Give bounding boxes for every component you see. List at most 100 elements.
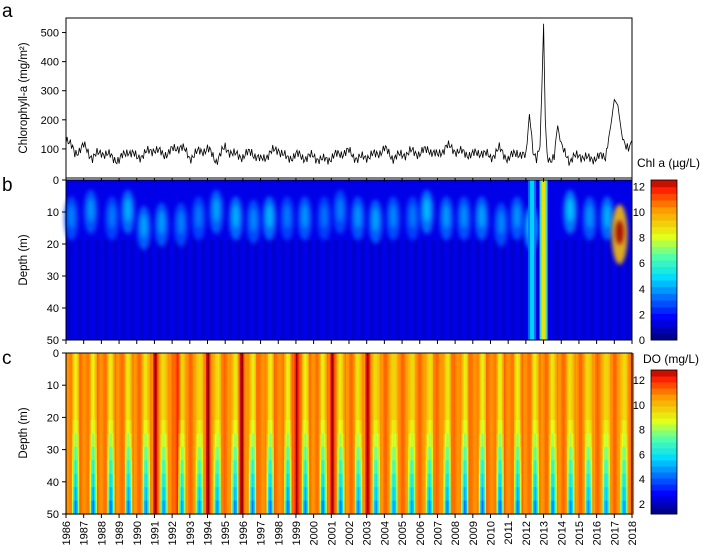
do-cell (632, 366, 635, 381)
do-cell (111, 446, 114, 461)
do-cell (406, 366, 409, 381)
do-cell (525, 393, 528, 408)
do-cell (281, 366, 284, 381)
do-cell (497, 446, 500, 461)
do-cell (275, 446, 278, 461)
do-cell (570, 473, 573, 488)
do-cell (402, 353, 405, 368)
do-cell (337, 406, 340, 421)
do-cell (452, 487, 455, 502)
do-cell (110, 366, 113, 381)
do-cell (421, 473, 424, 488)
do-cell (396, 366, 399, 381)
do-cell (108, 366, 111, 381)
do-cell (346, 500, 349, 515)
do-cell (530, 500, 533, 515)
do-cell (446, 393, 449, 408)
do-cell (257, 353, 260, 368)
do-cell (120, 406, 123, 421)
do-cell (98, 420, 101, 435)
panel-b-low-stripe (342, 240, 347, 340)
do-cell (480, 393, 483, 408)
do-cell (584, 446, 587, 461)
do-cell (160, 487, 163, 502)
do-cell (537, 487, 540, 502)
do-cell (73, 379, 76, 394)
do-cell (248, 487, 251, 502)
do-cell (550, 460, 554, 475)
do-cell (542, 406, 545, 421)
do-cell (546, 433, 549, 448)
x-tick-label: 1995 (220, 521, 232, 545)
do-cell (623, 473, 626, 488)
do-cell (294, 379, 297, 394)
do-cell (96, 446, 100, 461)
do-cell (85, 473, 88, 488)
do-cell (390, 353, 393, 368)
panel-b-colorbar-swatch (651, 306, 677, 314)
do-cell (517, 420, 520, 435)
panel-b-colorbar-swatch (651, 326, 677, 334)
do-cell (618, 460, 621, 475)
do-cell (378, 379, 381, 394)
do-cell (111, 473, 114, 488)
do-cell (86, 460, 89, 475)
do-cell (160, 353, 163, 368)
bloom-core (567, 198, 574, 222)
do-cell (409, 393, 412, 408)
do-cell (86, 420, 89, 435)
do-cell (578, 487, 582, 502)
do-cell (410, 420, 413, 435)
do-cell (611, 366, 614, 381)
do-cell (615, 500, 618, 515)
do-cell (157, 433, 160, 448)
do-cell (250, 473, 253, 488)
do-cell (433, 473, 436, 488)
do-cell (318, 379, 321, 394)
do-cell (549, 500, 552, 515)
do-cell (415, 500, 418, 515)
do-cell (228, 446, 231, 461)
do-cell (444, 420, 447, 435)
do-cell (245, 353, 248, 368)
do-cell (281, 393, 284, 408)
do-cell (598, 500, 601, 515)
do-cell (343, 406, 346, 421)
do-cell (368, 353, 371, 368)
do-cell (188, 446, 191, 461)
do-cell (319, 420, 322, 435)
do-cell (494, 353, 497, 368)
do-cell (176, 473, 179, 488)
do-cell (216, 353, 219, 368)
do-cell (468, 353, 471, 368)
do-cell (406, 460, 409, 475)
do-cell (428, 420, 431, 435)
do-cell (325, 379, 328, 394)
do-cell (430, 393, 433, 408)
do-cell (318, 500, 321, 515)
do-cell (565, 353, 568, 368)
x-tick-label: 1986 (61, 521, 73, 545)
do-cell (601, 433, 604, 448)
do-cell (413, 446, 416, 461)
do-cell (204, 487, 207, 502)
do-cell (624, 433, 627, 448)
do-cell (587, 420, 590, 435)
do-cell (620, 366, 623, 381)
do-cell (459, 500, 462, 515)
do-cell (312, 473, 315, 488)
do-cell (234, 500, 237, 515)
do-cell (385, 353, 388, 368)
do-cell (114, 500, 117, 515)
do-cell (567, 379, 570, 394)
do-cell (556, 353, 559, 368)
do-cell (170, 460, 173, 475)
do-cell (141, 420, 144, 435)
do-cell (626, 379, 629, 394)
do-cell (584, 433, 587, 448)
do-cell (201, 500, 204, 515)
do-cell (163, 433, 166, 448)
do-cell (533, 433, 536, 448)
panel-c-colorbar-swatch (651, 394, 677, 401)
do-cell (577, 433, 580, 448)
